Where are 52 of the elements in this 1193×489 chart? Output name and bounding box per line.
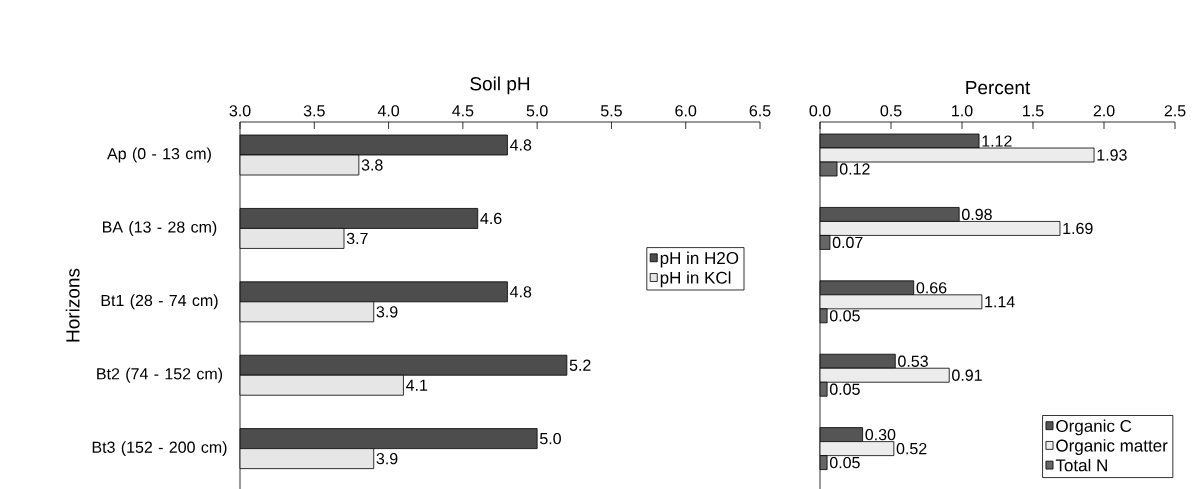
data-label: 4.8 (510, 139, 532, 151)
data-label: 3.8 (361, 159, 383, 171)
x-tick-label: 2.5 (1164, 105, 1186, 117)
data-label: 5.2 (569, 359, 591, 371)
x-tick-label: 2.0 (1093, 105, 1115, 117)
data-label: 1.93 (1097, 149, 1127, 161)
data-label: 0.30 (865, 428, 896, 441)
x-tick-label: 0.5 (880, 105, 902, 117)
data-label: 0.12 (839, 163, 870, 175)
x-axis-title: Percent (966, 81, 1031, 95)
y-tick-label: Ap (0 - 13 cm) (107, 147, 211, 163)
data-label: 0.53 (898, 355, 928, 367)
x-axis-title: Soil pH (470, 76, 530, 95)
data-label: 4.8 (510, 286, 532, 298)
legend-label: Total N (1055, 458, 1107, 472)
data-label: 0.52 (896, 442, 927, 455)
data-label: 3.7 (346, 232, 368, 245)
data-label: 1.14 (985, 296, 1015, 308)
data-label: 0.05 (829, 310, 860, 322)
x-tick-label: 5.5 (600, 105, 622, 117)
data-label: 5.0 (539, 432, 561, 445)
legend-label: Organic matter (1056, 439, 1168, 456)
x-tick-label: 1.5 (1023, 105, 1044, 117)
data-label: 4.6 (480, 212, 502, 225)
x-tick-label: 6.5 (749, 105, 771, 117)
x-tick-label: 0.0 (809, 105, 831, 117)
x-tick-label: 4.0 (377, 105, 400, 117)
legend-label: pH in KCl (660, 271, 731, 288)
data-label: 1.12 (982, 135, 1012, 147)
y-tick-label: BA (13 - 28 cm) (103, 220, 217, 236)
data-label: 1.69 (1063, 222, 1093, 235)
y-axis-title: Horizons (65, 268, 80, 342)
legend-label: Organic C (1056, 419, 1132, 436)
data-label: 0.66 (916, 282, 947, 294)
data-label: 0.07 (832, 236, 863, 249)
y-tick-label: Bt2 (74 - 152 cm) (97, 367, 223, 383)
data-label: 3.9 (376, 306, 398, 318)
y-tick-label: Bt3 (152 - 200 cm) (92, 441, 227, 457)
data-label: 0.91 (952, 369, 982, 381)
data-label: 0.98 (962, 208, 992, 221)
data-label: 0.05 (829, 383, 860, 395)
legend-label: pH in H2O (660, 251, 739, 268)
x-tick-label: 3.0 (229, 105, 251, 117)
x-tick-label: 3.5 (303, 105, 325, 117)
data-label: 3.9 (376, 452, 398, 465)
data-label: 4.1 (406, 379, 428, 391)
x-tick-label: 4.5 (452, 105, 474, 117)
x-tick-label: 1.0 (952, 105, 973, 117)
y-tick-label: Bt1 (28 - 74 cm) (101, 294, 218, 310)
x-tick-label: 6.0 (675, 105, 697, 117)
data-label: 0.05 (829, 456, 860, 469)
x-tick-label: 5.0 (526, 105, 548, 117)
